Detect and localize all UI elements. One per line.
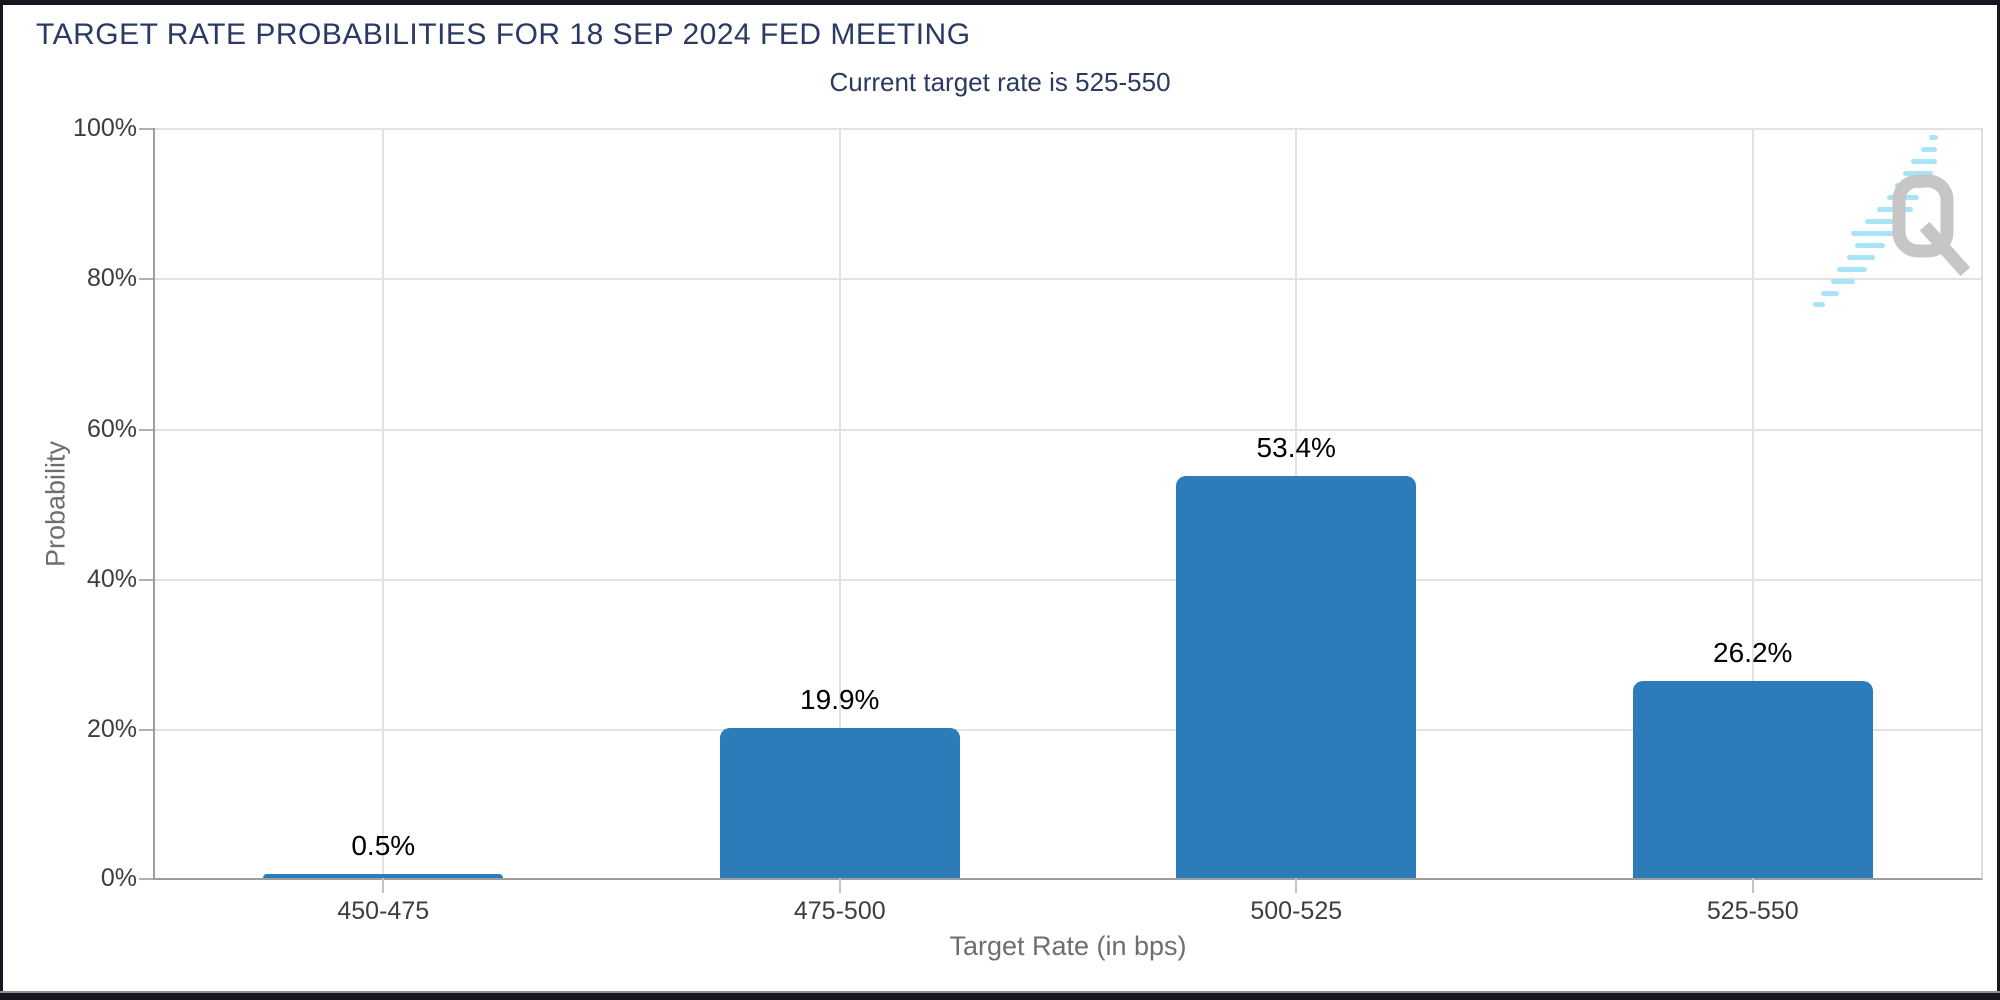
y-tick-mark xyxy=(139,579,153,581)
y-tick-label: 0% xyxy=(100,864,137,892)
gridline-80 xyxy=(155,278,1981,280)
chart-subtitle: Current target rate is 525-550 xyxy=(829,67,1171,97)
gridline-100 xyxy=(155,128,1981,130)
vertical-gridline xyxy=(838,128,841,878)
logo-q-letter xyxy=(1892,174,1971,277)
bar-slots: 0.5% 450-475 19.9% 475-500 53.4% 500-525 xyxy=(155,128,1982,925)
probability-bar xyxy=(263,874,504,878)
bar-group-475-500: 19.9% 475-500 xyxy=(612,128,1069,925)
bar-group-450-475: 0.5% 450-475 xyxy=(155,128,612,925)
bar-value-label: 26.2% xyxy=(1713,636,1793,668)
q-logo-watermark xyxy=(1813,135,1971,307)
x-tick-label: 450-475 xyxy=(337,897,430,925)
y-tick-label: 40% xyxy=(86,565,137,593)
bar-value-label: 53.4% xyxy=(1256,432,1336,464)
bottom-divider xyxy=(0,991,2000,993)
y-tick-mark xyxy=(139,278,153,280)
y-tick-mark xyxy=(139,878,153,880)
x-axis-title: Target Rate (in bps) xyxy=(949,931,1187,961)
bar-group-500-525: 53.4% 500-525 xyxy=(1068,128,1525,925)
vertical-gridline xyxy=(382,128,385,878)
x-tick-label: 500-525 xyxy=(1250,897,1343,925)
x-tick-mark xyxy=(1295,878,1298,893)
y-tick-mark xyxy=(139,729,153,731)
gridline-40 xyxy=(155,579,1981,581)
y-tick-mark xyxy=(139,429,153,431)
gridline-20 xyxy=(155,729,1981,731)
y-tick-label: 20% xyxy=(86,715,137,743)
x-tick-mark xyxy=(838,878,841,893)
x-tick-label: 525-550 xyxy=(1706,897,1799,925)
logo-speed-dashes xyxy=(1813,135,1938,307)
y-tick-label: 80% xyxy=(86,264,137,292)
bar-group-525-550: 26.2% 525-550 xyxy=(1525,128,1982,925)
y-axis-title: Probability xyxy=(40,440,71,568)
vertical-gridline xyxy=(1751,128,1754,878)
probability-bar xyxy=(1176,476,1417,878)
y-tick-label: 60% xyxy=(86,415,137,443)
x-tick-label: 475-500 xyxy=(793,897,886,925)
bar-value-label: 0.5% xyxy=(351,830,416,862)
chart-title: TARGET RATE PROBABILITIES FOR 18 SEP 202… xyxy=(36,18,971,51)
probability-bar xyxy=(1632,680,1873,878)
x-tick-mark xyxy=(382,878,385,893)
probability-bar xyxy=(719,728,960,878)
x-tick-mark xyxy=(1751,878,1754,893)
bar-value-label: 19.9% xyxy=(800,684,880,716)
y-tick-label: 100% xyxy=(73,114,137,142)
gridline-60 xyxy=(155,429,1981,431)
y-tick-mark xyxy=(139,128,153,130)
plot-area: 100% 80% 60% 40% 20% 0% 0.5% 450-475 19.… xyxy=(73,114,1983,925)
